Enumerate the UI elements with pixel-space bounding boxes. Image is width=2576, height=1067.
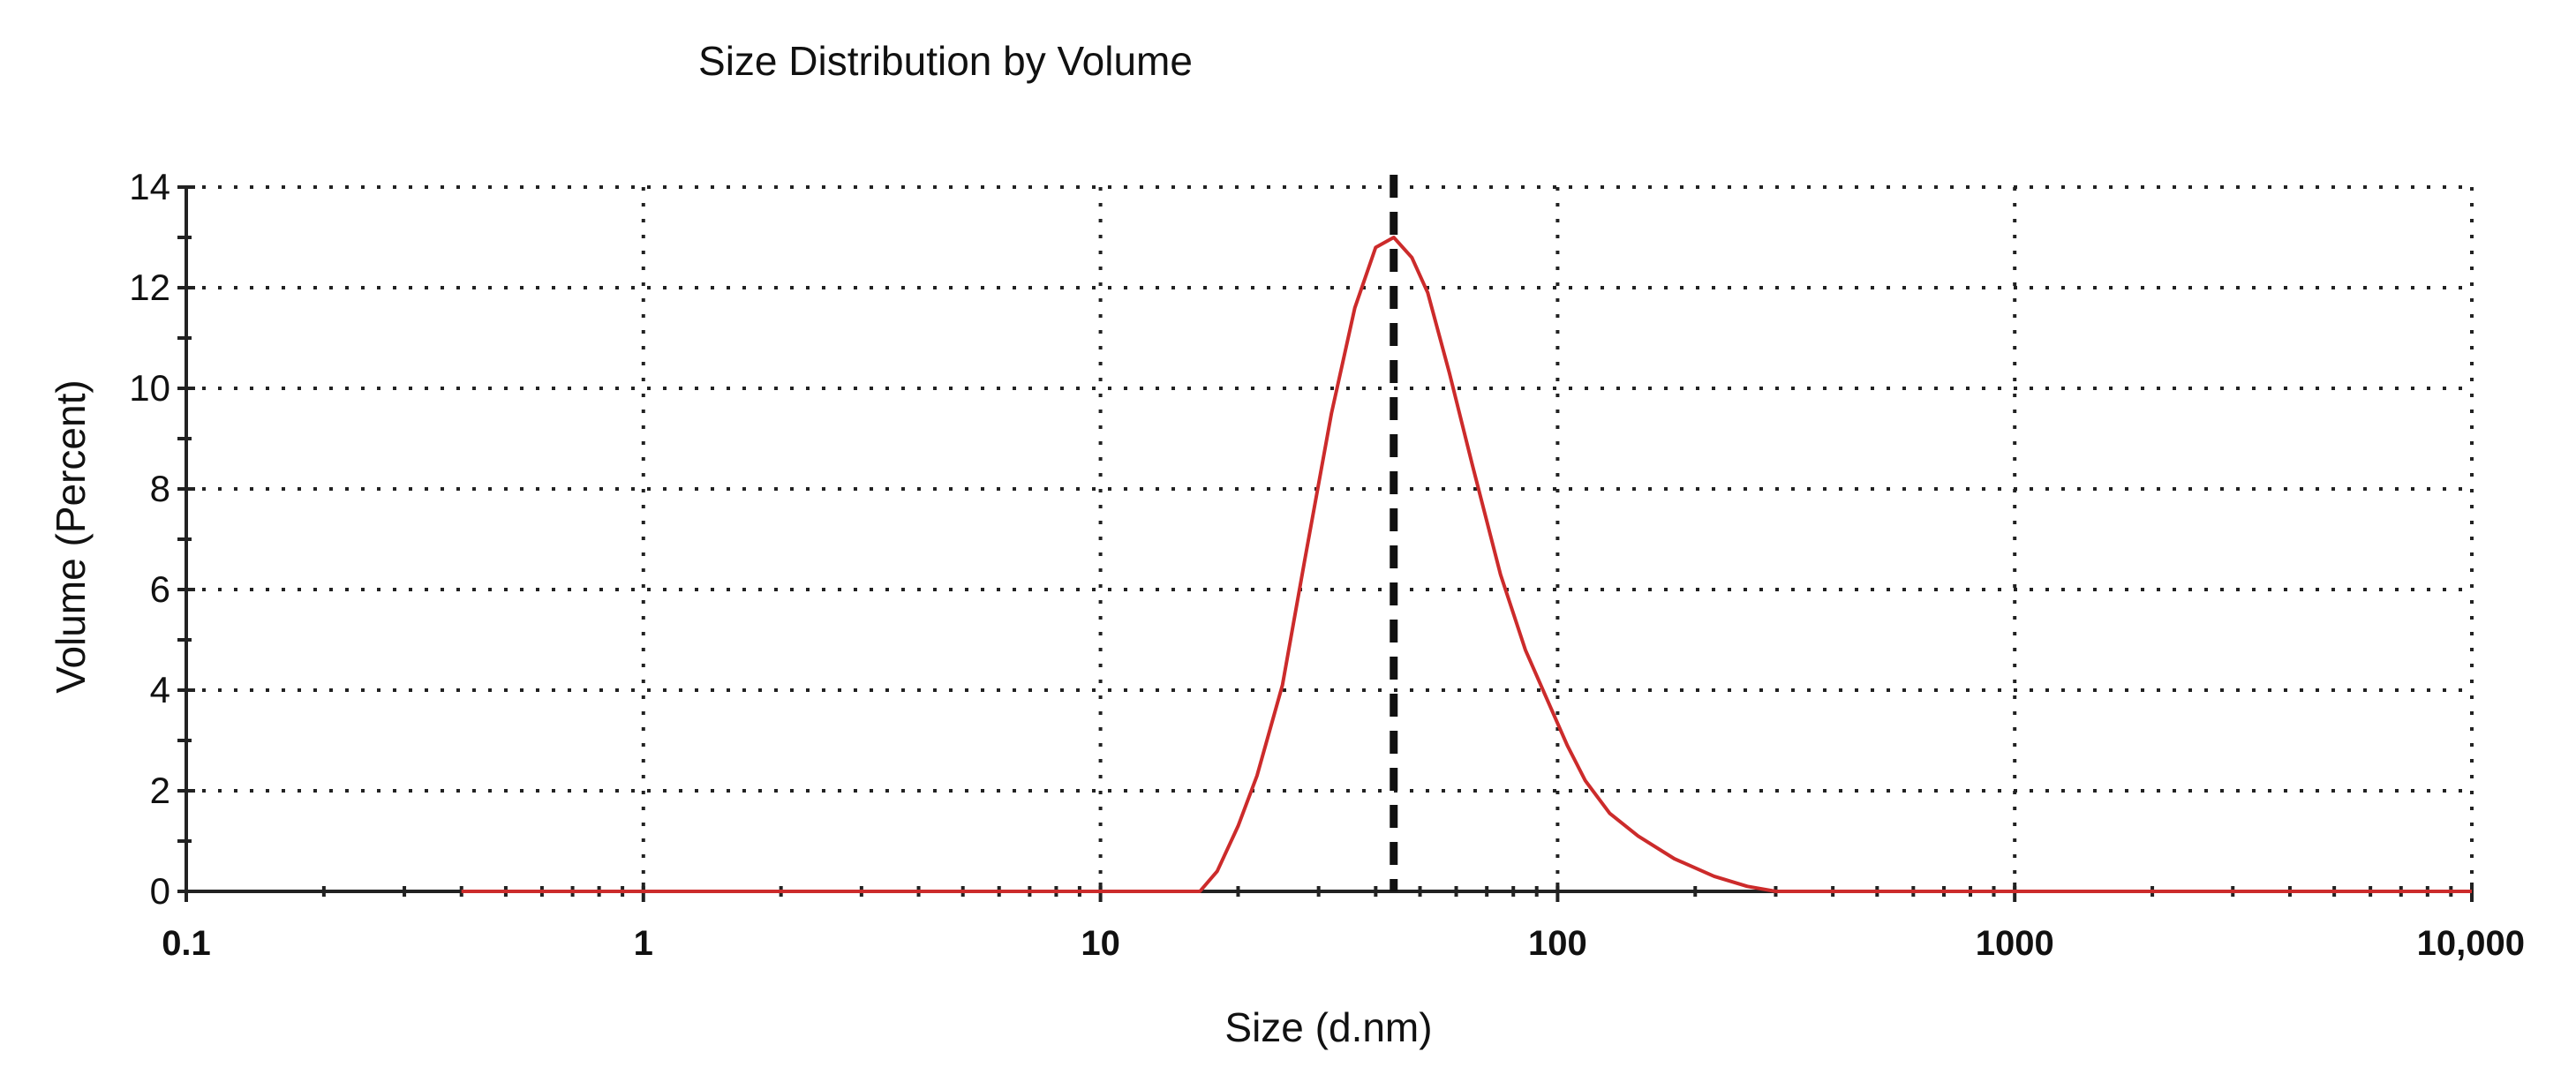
tick-labels: 0 2 4 6 8 10 12 14 0.1 1 10 100 1000 10,000 [129, 166, 2525, 963]
series-layer [461, 236, 2472, 893]
y-axis-label: Volume (Percent) [48, 379, 94, 693]
y-tick-label: 4 [150, 669, 170, 710]
x-tick-label: 0.1 [162, 924, 211, 963]
x-tick-label: 1000 [1976, 924, 2054, 963]
y-tick-label: 14 [129, 166, 170, 207]
series-line [461, 236, 2472, 893]
grid-lines [186, 185, 2474, 891]
x-tick-label: 100 [1528, 924, 1587, 963]
x-tick-label: 10,000 [2417, 924, 2525, 963]
x-tick-label: 10 [1081, 924, 1120, 963]
x-axis-label: Size (d.nm) [1224, 1004, 1432, 1050]
y-tick-label: 12 [129, 267, 170, 308]
y-tick-label: 8 [150, 468, 170, 509]
y-tick-label: 0 [150, 870, 170, 912]
y-tick-label: 10 [129, 367, 170, 409]
axes [177, 185, 2474, 902]
y-tick-label: 6 [150, 568, 170, 610]
x-tick-label: 1 [634, 924, 653, 963]
y-tick-label: 2 [150, 770, 170, 811]
chart-title: Size Distribution by Volume [698, 38, 1193, 84]
